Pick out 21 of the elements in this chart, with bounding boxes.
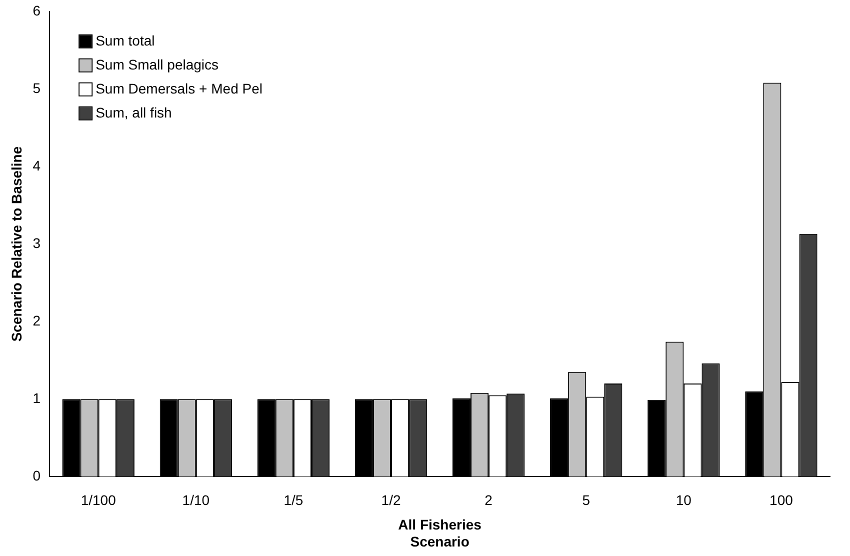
legend-label: Sum Small pelagics [96, 56, 219, 72]
y-tick-label: 5 [32, 80, 41, 96]
y-tick-label: 6 [32, 2, 41, 18]
x-tick-label: 1/2 [381, 492, 401, 508]
x-tick-label: 1/5 [284, 492, 304, 508]
y-tick-label: 1 [32, 390, 41, 406]
x-tick-label: 2 [484, 492, 493, 508]
legend-label: Sum total [96, 32, 155, 48]
x-tick-label: 1/10 [182, 492, 210, 508]
x-tick-label: 10 [676, 492, 692, 508]
x-axis-title: All Fisheries Scenario [398, 516, 482, 550]
y-tick-label: 2 [32, 312, 41, 328]
legend-label: Sum, all fish [96, 104, 172, 120]
x-tick-label: 100 [770, 492, 794, 508]
x-tick-label: 5 [582, 492, 590, 508]
y-tick-label: 0 [32, 467, 41, 484]
x-tick-label: 1/100 [80, 492, 116, 508]
y-tick-label: 4 [32, 157, 41, 174]
y-axis-title: Scenario Relative to Baseline [8, 146, 24, 342]
legend-label: Sum Demersals + Med Pel [96, 80, 262, 96]
y-tick-label: 3 [32, 234, 41, 251]
